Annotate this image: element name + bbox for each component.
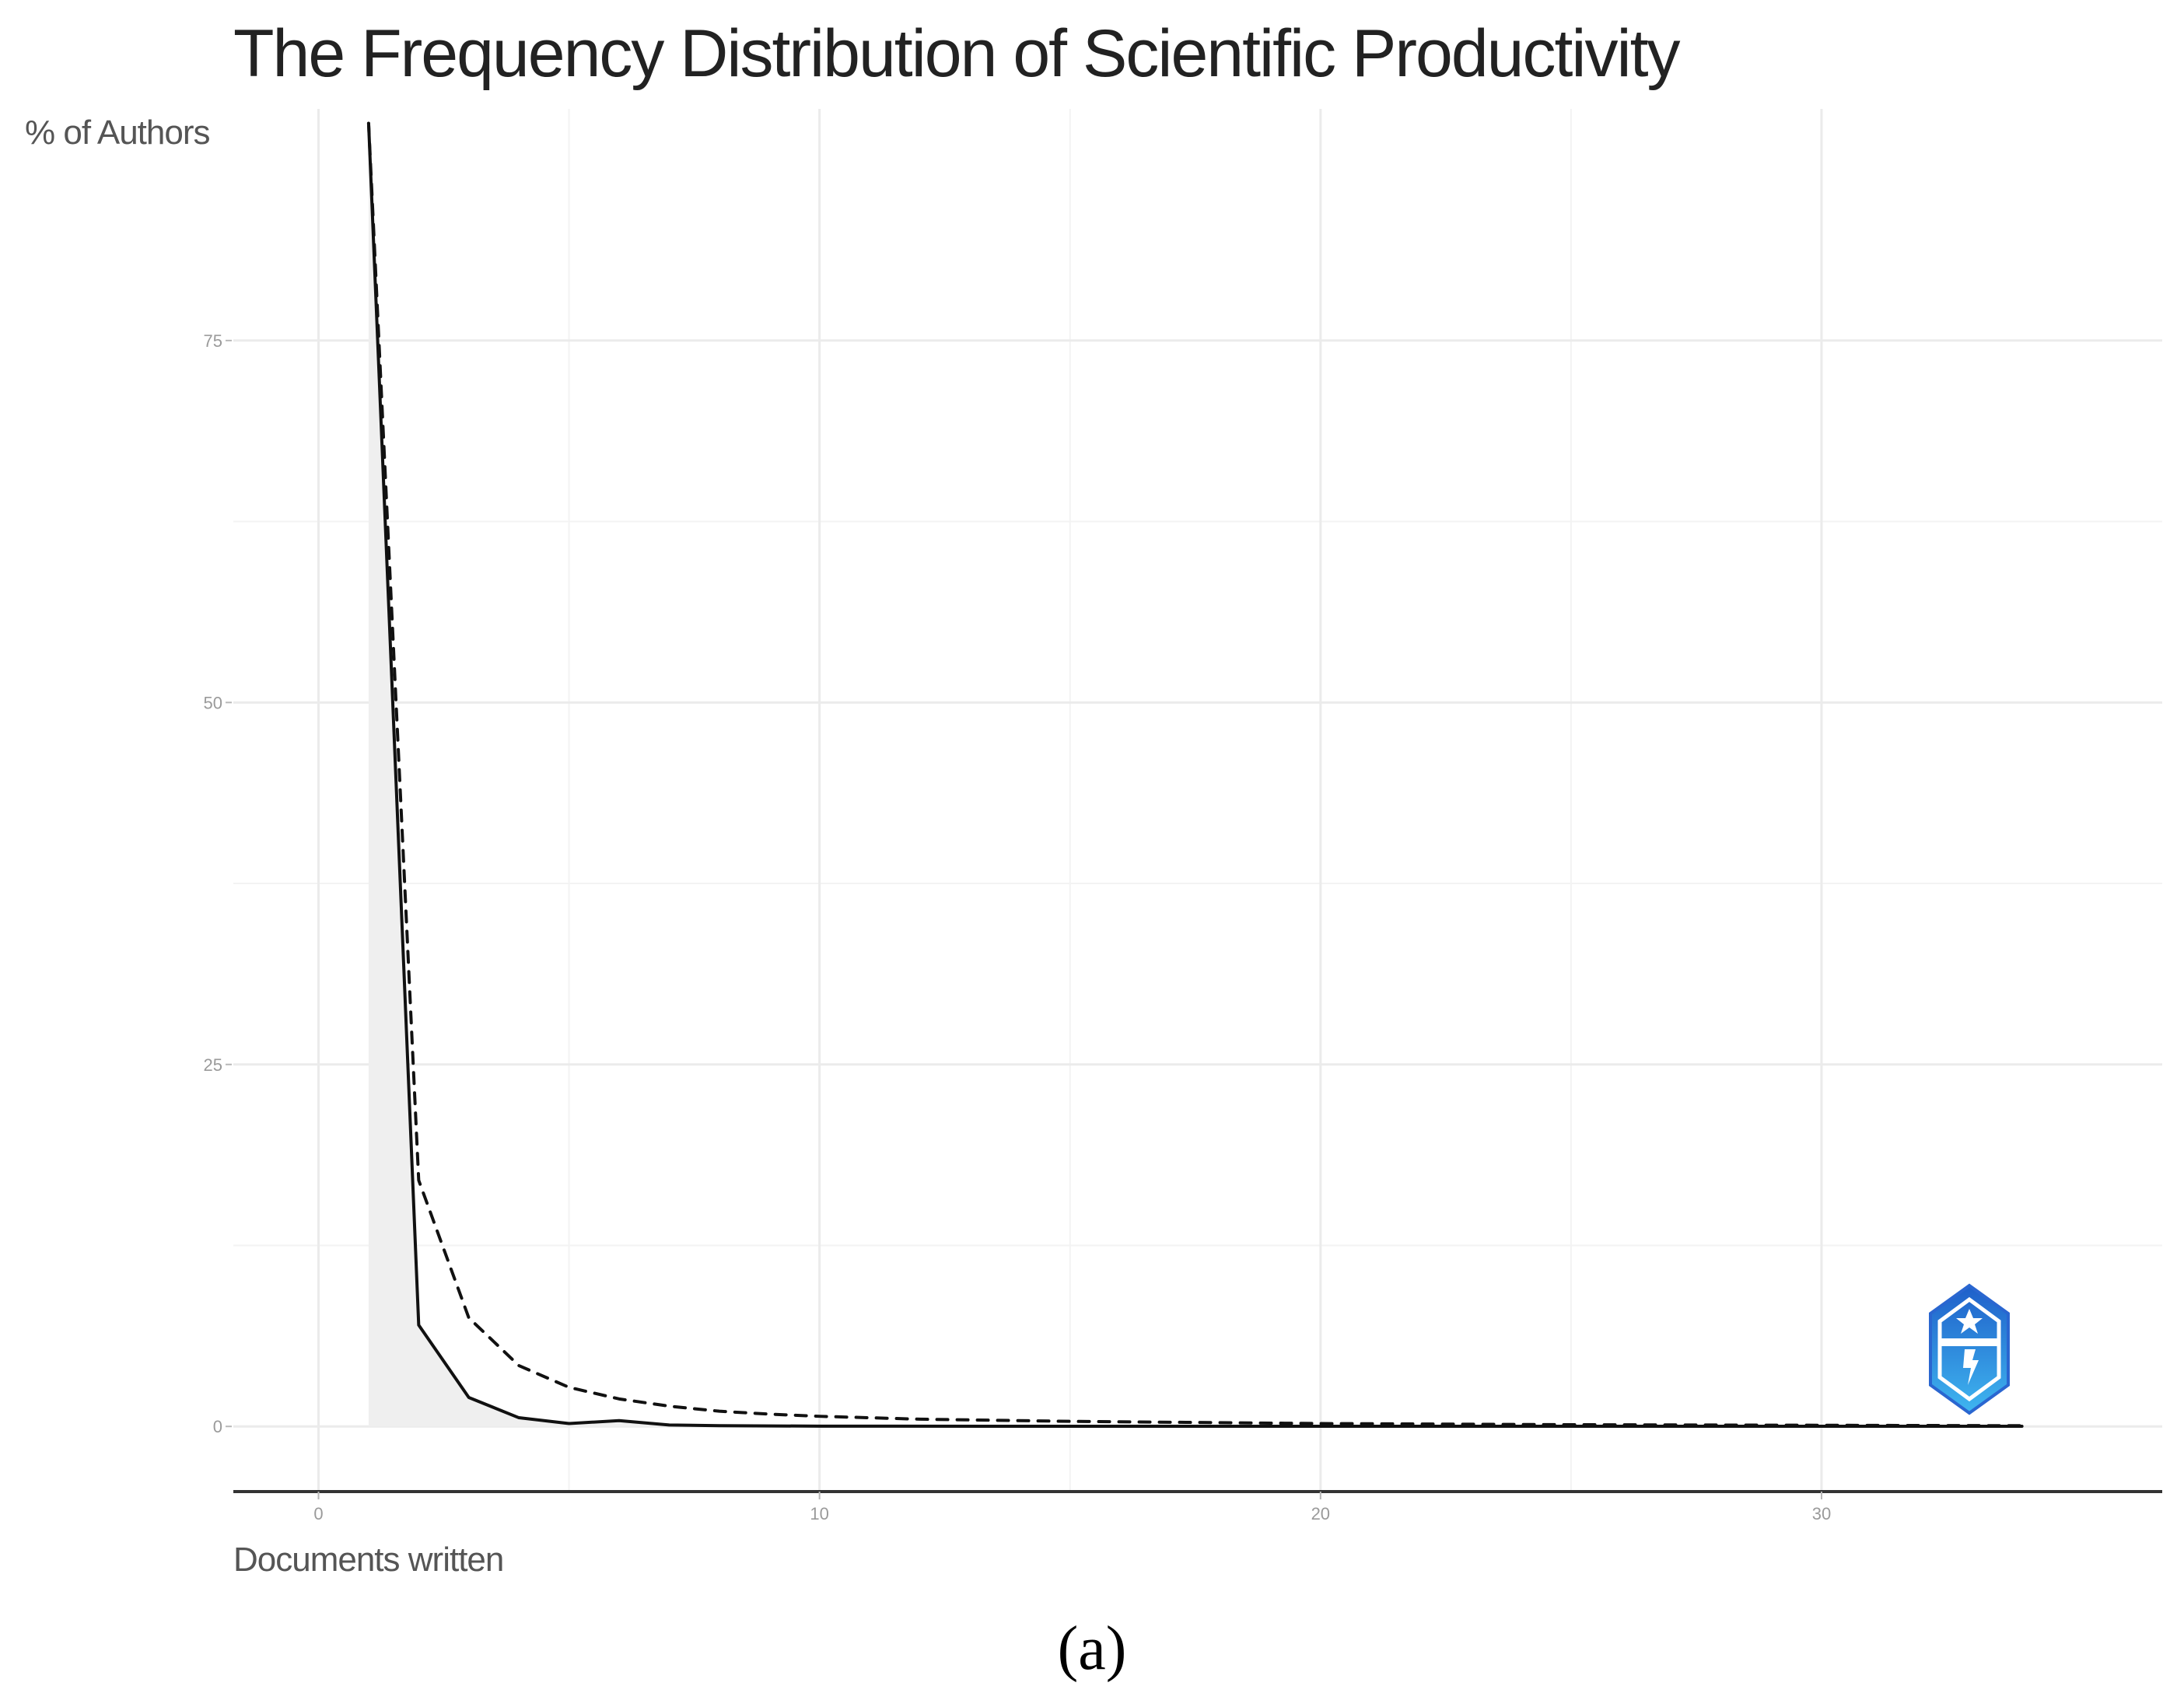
chart-title: The Frequency Distribution of Scientific…	[233, 16, 1680, 91]
x-axis-title: Documents written	[233, 1541, 503, 1579]
panel-label: (a)	[1058, 1614, 1127, 1683]
y-tick-label: 25	[204, 1055, 222, 1075]
logo-inner-hexagon	[1937, 1296, 2001, 1402]
major-gridlines	[233, 109, 2162, 1492]
x-tick-label: 0	[313, 1504, 323, 1523]
logo-star	[1956, 1309, 1983, 1334]
x-tick-label: 10	[810, 1504, 828, 1523]
x-tick-label: 20	[1311, 1504, 1330, 1523]
observed-area	[368, 123, 2022, 1427]
y-axis-title: % of Authors	[25, 114, 209, 152]
bibliometrix-logo	[1929, 1283, 2010, 1415]
x-tick-label: 30	[1812, 1504, 1831, 1523]
minor-gridlines	[233, 109, 2162, 1492]
series-layer	[366, 121, 2024, 1429]
logo-band	[1938, 1338, 2000, 1346]
x-ticks: 0 10 20 30	[313, 1492, 1831, 1523]
lotka-series-line	[366, 121, 2024, 1428]
area-layer	[368, 123, 2022, 1427]
logo-figure	[1963, 1349, 1979, 1385]
y-ticks: 0 25 50 75	[204, 331, 232, 1436]
y-tick-label: 75	[204, 331, 222, 351]
observed-series-line	[366, 121, 2024, 1429]
y-tick-label: 0	[213, 1417, 222, 1436]
y-tick-label: 50	[204, 693, 222, 712]
